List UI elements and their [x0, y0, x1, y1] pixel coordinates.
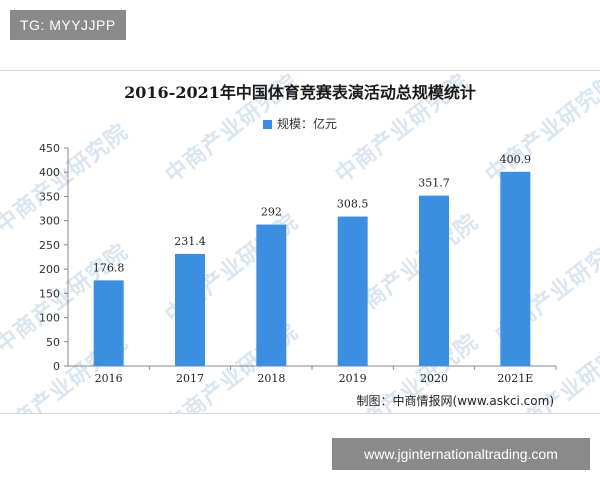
- bar: [500, 171, 531, 366]
- x-tick-label: 2019: [339, 372, 367, 385]
- bar: [337, 216, 368, 366]
- bar: [419, 195, 449, 366]
- legend-swatch: [262, 120, 272, 129]
- x-tick-label: 2017: [176, 372, 204, 385]
- data-label: 292: [261, 206, 282, 219]
- y-tick-label: 50: [46, 336, 60, 349]
- data-label: 351.7: [418, 177, 450, 190]
- x-tick-label: 2021E: [497, 372, 533, 385]
- data-label: 400.9: [500, 153, 532, 166]
- y-tick-label: 0: [53, 360, 60, 373]
- y-tick-label: 300: [39, 215, 60, 228]
- bar: [93, 280, 124, 366]
- x-tick-label: 2018: [257, 372, 285, 385]
- tag-label: TG: MYYJJPP: [10, 10, 126, 40]
- data-label: 231.4: [174, 235, 206, 248]
- site-url: www.jginternationaltrading.com: [332, 438, 590, 470]
- chart-legend: 规模：亿元: [0, 115, 600, 132]
- y-tick-label: 200: [39, 263, 60, 276]
- data-label: 176.8: [93, 261, 125, 274]
- y-tick-label: 150: [39, 287, 60, 300]
- x-tick-label: 2020: [420, 372, 448, 385]
- chart-title: 2016-2021年中国体育竞赛表演活动总规模统计: [124, 83, 476, 102]
- legend-label: 规模：亿元: [276, 117, 337, 131]
- x-tick-label: 2016: [95, 372, 123, 385]
- y-tick-label: 350: [39, 190, 60, 203]
- source-note: 制图：中商情报网(www.askci.com): [356, 394, 554, 408]
- bar: [175, 253, 205, 366]
- y-tick-label: 400: [39, 166, 60, 179]
- bar: [256, 224, 287, 366]
- y-tick-label: 450: [39, 142, 60, 155]
- chart-figure: 中商产业研究院 中商产业研究院 中商产业研究院 中商产业研究院 中商产业研究院 中商产业研…: [0, 70, 600, 414]
- y-tick-label: 100: [39, 312, 60, 325]
- bar-chart: 0 50 100 150 200 250 300 350 400 450 176.8 2016 231.…: [39, 142, 557, 385]
- data-label: 308.5: [337, 198, 369, 211]
- y-tick-label: 250: [39, 239, 60, 252]
